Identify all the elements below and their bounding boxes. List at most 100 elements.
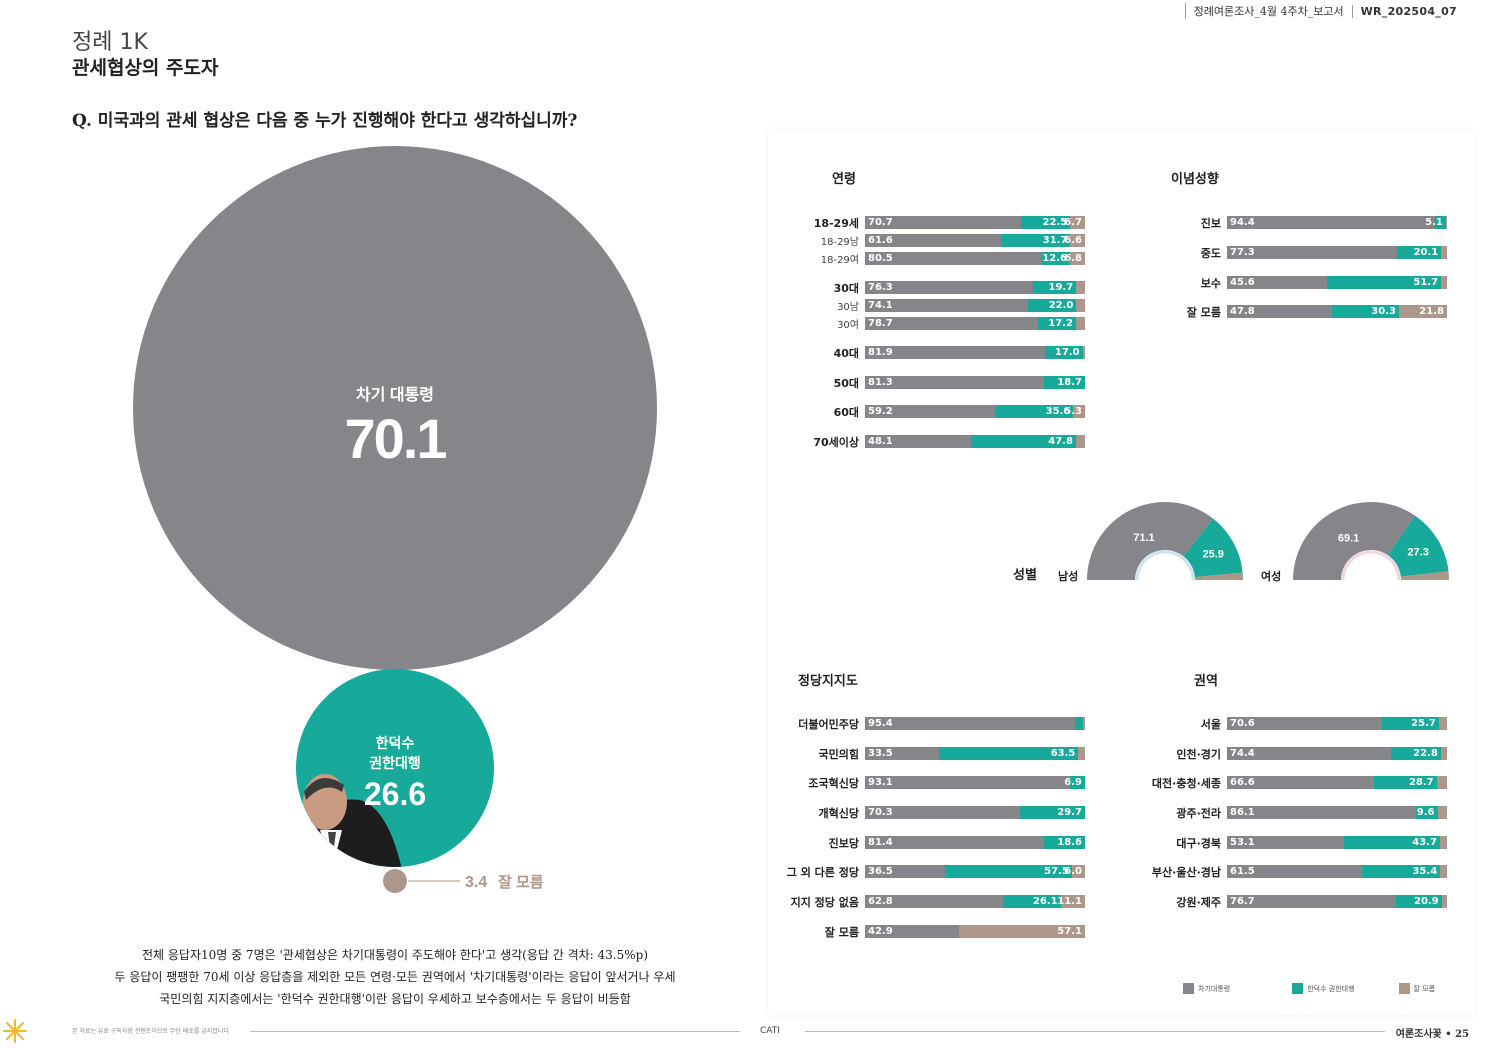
bar-row-label: 개혁신당 [818, 807, 859, 820]
bar-value-label: 70.6 [1230, 718, 1255, 729]
stacked-bar: 74.4 22.8 [1227, 747, 1447, 760]
bar-segment-next-president: 33.5 [865, 747, 939, 760]
bar-row-label: 40대 [833, 347, 859, 360]
bar-value-label: 93.1 [868, 777, 893, 788]
bar-value-label: 5.1 [1425, 217, 1443, 228]
bar-value-label: 35.4 [1412, 866, 1438, 877]
bar-row-label: 진보 [1200, 217, 1221, 230]
bar-value-label: 76.7 [1230, 896, 1255, 907]
bar-segment-next-president: 48.1 [865, 435, 971, 448]
breakdown-panel: 연령 18-29세 70.7 22.5 6.7 18-29남 61.6 31.7 6.6 18-… [768, 130, 1474, 1015]
bar-row-label: 강원·제주 [1176, 896, 1221, 909]
summary-line: 국민의힘 지지층에서는 '한덕수 권한대행'이란 응답이 우세하고 보수층에서는… [159, 992, 631, 1006]
stacked-bar: 70.3 29.7 [865, 806, 1085, 819]
bar-segment-next-president: 94.4 [1227, 216, 1435, 229]
bubble-han-label-line1: 한덕수 [376, 735, 415, 751]
donut-value-label: 25.9 [1203, 549, 1224, 561]
bar-value-label: 77.3 [1230, 247, 1255, 258]
bar-value-label: 20.1 [1413, 247, 1439, 258]
bar-segment-dont-know: 6.6 [1064, 234, 1085, 247]
bar-value-label: 36.5 [868, 866, 893, 877]
stacked-bar: 93.1 6.9 [865, 776, 1085, 789]
bar-segment-han: 30.3 [1332, 305, 1399, 318]
stacked-bar: 95.4 [865, 717, 1085, 730]
bar-segment-dont-know [1438, 717, 1447, 730]
donut-segment-han [1183, 518, 1243, 578]
bar-value-label: 70.7 [868, 217, 893, 228]
bar-segment-dont-know: 21.8 [1398, 305, 1447, 318]
bar-value-label: 20.9 [1414, 896, 1439, 907]
bar-value-label: 48.1 [868, 436, 893, 447]
bar-row-label: 지지 정당 없음 [790, 896, 859, 909]
bar-segment-dont-know [1078, 747, 1085, 760]
bar-segment-han: 31.7 [1000, 234, 1071, 247]
stacked-bar: 77.3 20.1 [1227, 246, 1447, 259]
bar-segment-dont-know: 5.3 [1064, 405, 1085, 418]
stacked-bar: 76.7 20.9 [1227, 895, 1447, 908]
bar-segment-han: 57.5 [945, 865, 1072, 878]
bar-segment-dont-know: 11.1 [1057, 895, 1085, 908]
bar-segment-dont-know [1075, 435, 1085, 448]
bar-segment-dont-know: 6.7 [1064, 216, 1085, 229]
bar-value-label: 57.1 [1057, 926, 1082, 937]
bar-value-label: 25.7 [1411, 718, 1436, 729]
bar-value-label: 81.9 [868, 347, 893, 358]
bar-segment-next-president: 80.5 [865, 252, 1043, 265]
bar-segment-han: 26.1 [1003, 895, 1061, 908]
stacked-bar: 76.3 19.7 [865, 281, 1085, 294]
bar-segment-next-president: 66.6 [1227, 776, 1374, 789]
footer-disclaimer: 본 자료는 유료 구독자용 컨텐츠이므로 무단 배포를 금지합니다 [72, 1028, 229, 1035]
bar-segment-next-president: 70.3 [865, 806, 1020, 819]
bar-segment-next-president: 70.6 [1227, 717, 1383, 730]
summary-text: 전체 응답자10명 중 7명은 '관세협상은 차기대통령이 주도해야 한다'고 … [60, 944, 730, 1010]
bar-row-label: 보수 [1200, 277, 1221, 290]
bubble-next-president-label: 차기 대통령 [356, 385, 434, 404]
bar-value-label: 61.6 [868, 235, 893, 246]
bar-segment-han: 6.9 [1064, 776, 1085, 789]
bar-segment-han [1074, 717, 1083, 730]
bar-row-label: 중도 [1200, 247, 1221, 260]
bar-row-label: 서울 [1200, 718, 1221, 731]
bubble-next-president-value: 70.1 [345, 407, 447, 470]
bar-row-label: 진보당 [828, 837, 859, 850]
bar-segment-next-president: 53.1 [1227, 836, 1344, 849]
bar-value-label: 59.2 [868, 406, 893, 417]
bar-row-label: 30여 [837, 320, 859, 331]
stacked-bar: 36.5 57.5 6.0 [865, 865, 1085, 878]
stacked-bar: 53.1 43.7 [1227, 836, 1447, 849]
bar-segment-next-president: 95.4 [865, 717, 1075, 730]
bar-value-label: 18.6 [1057, 837, 1082, 848]
bar-value-label: 6.7 [1064, 217, 1082, 228]
bubble-chart: 차기 대통령 70.1 한덕수 권한대행 26.6 3.4 잘 모름 [133, 146, 657, 893]
stacked-bar: 45.6 51.7 [1227, 276, 1447, 289]
bar-segment-next-president: 74.1 [865, 299, 1029, 312]
donut-value-label: 71.1 [1133, 532, 1154, 544]
bar-value-label: 63.5 [1050, 748, 1076, 759]
stacked-bar: 94.4 5.1 [1227, 216, 1447, 229]
bar-segment-dont-know: 6.0 [1064, 865, 1085, 878]
survey-question: Q. 미국과의 관세 협상은 다음 중 누가 진행해야 한다고 생각하십니까? [72, 111, 578, 131]
bar-value-label: 80.5 [868, 253, 893, 264]
bar-value-label: 26.1 [1032, 896, 1058, 907]
legend-swatch-dont-know [1398, 983, 1410, 994]
stacked-bar: 47.8 30.3 21.8 [1227, 305, 1447, 318]
donut-segment-dont-know [1400, 571, 1449, 580]
bar-value-label: 81.3 [868, 377, 893, 388]
legend: 차기대통령 한덕수 권한대행 잘 모름 [1183, 983, 1435, 994]
bar-segment-next-president: 70.7 [865, 216, 1021, 229]
stacked-bar: 80.5 12.6 6.8 [865, 252, 1085, 265]
bar-value-label: 66.6 [1230, 777, 1255, 788]
bar-value-label: 12.6 [1042, 253, 1067, 264]
bar-row-label: 더불어민주당 [798, 718, 859, 731]
bar-segment-next-president: 76.3 [865, 281, 1033, 294]
bar-value-label: 5.3 [1064, 406, 1082, 417]
bar-segment-han: 47.8 [970, 435, 1076, 448]
bar-value-label: 22.8 [1413, 748, 1438, 759]
stacked-bar: 81.9 17.0 [865, 346, 1085, 359]
bar-segment-han: 29.7 [1019, 806, 1085, 819]
bar-segment-han: 28.7 [1373, 776, 1437, 789]
bar-value-label: 94.4 [1230, 217, 1255, 228]
stacked-bar: 74.1 22.0 [865, 299, 1085, 312]
bar-value-label: 21.8 [1419, 306, 1444, 317]
legend-label: 잘 모름 [1413, 984, 1436, 993]
